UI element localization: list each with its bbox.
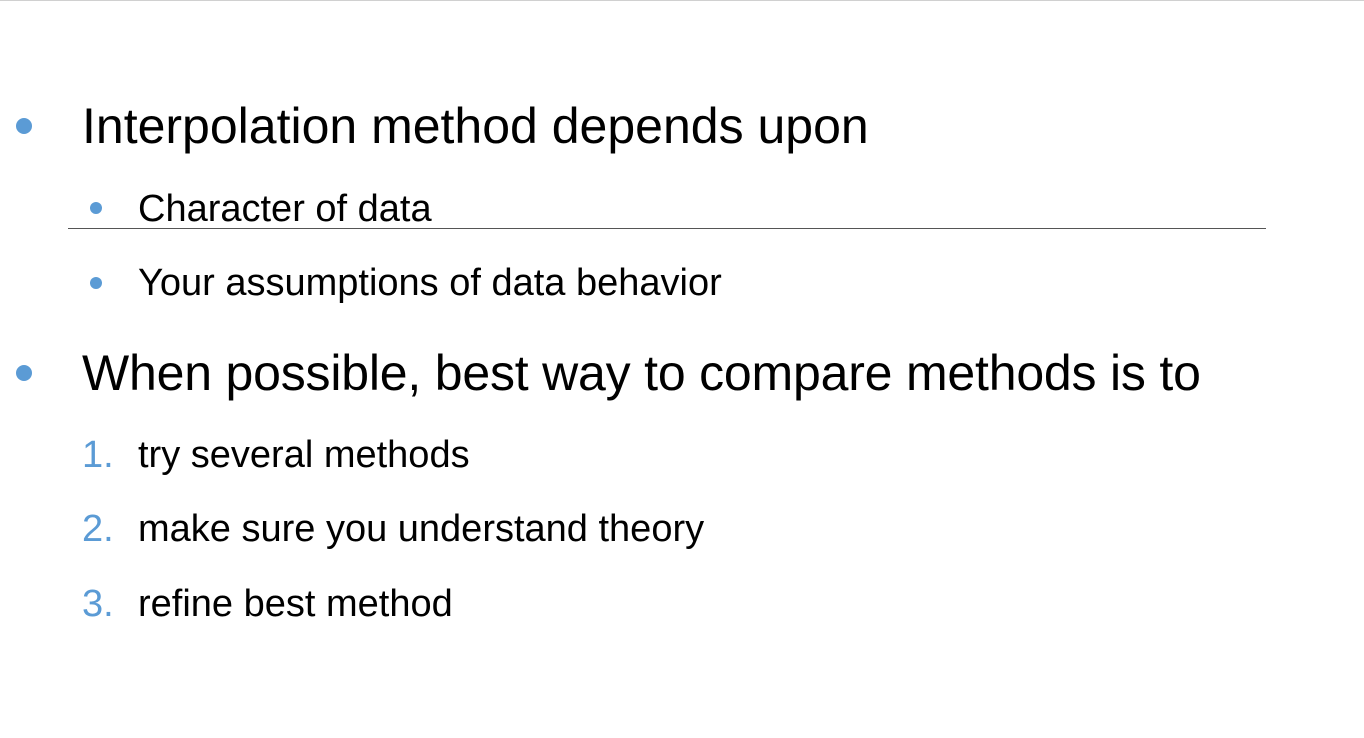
step-number-1: 1. xyxy=(82,434,114,476)
bullet-icon xyxy=(90,277,102,289)
step-2: make sure you understand theory xyxy=(138,508,705,550)
step-1: try several methods xyxy=(138,434,470,476)
bullet-icon xyxy=(16,365,32,381)
step-number-2: 2. xyxy=(82,508,114,550)
sub-point-1-1: Character of data xyxy=(138,188,432,230)
divider-line xyxy=(68,228,1266,229)
sub-point-1-2: Your assumptions of data behavior xyxy=(138,262,722,304)
step-number-3: 3. xyxy=(82,583,114,625)
bullet-icon xyxy=(90,202,102,214)
step-3: refine best method xyxy=(138,583,453,625)
slide-top-border xyxy=(0,0,1364,1)
main-point-1: Interpolation method depends upon xyxy=(82,98,869,154)
main-point-2: When possible, best way to compare metho… xyxy=(82,345,1201,401)
bullet-icon xyxy=(16,118,32,134)
